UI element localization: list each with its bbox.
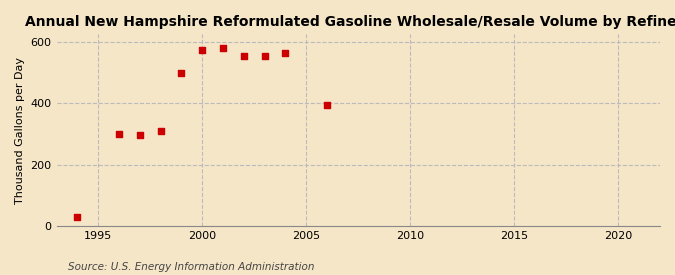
Point: [155, 129, 166, 133]
Point: [217, 46, 228, 50]
Point: [197, 48, 208, 52]
Point: [280, 51, 291, 55]
Point: [72, 214, 83, 219]
Point: [113, 132, 124, 136]
Point: [259, 54, 270, 58]
Point: [238, 54, 249, 58]
Text: Source: U.S. Energy Information Administration: Source: U.S. Energy Information Administ…: [68, 262, 314, 272]
Y-axis label: Thousand Gallons per Day: Thousand Gallons per Day: [15, 57, 25, 204]
Point: [322, 103, 333, 107]
Title: Annual New Hampshire Reformulated Gasoline Wholesale/Resale Volume by Refiners: Annual New Hampshire Reformulated Gasoli…: [25, 15, 675, 29]
Point: [134, 133, 145, 138]
Point: [176, 70, 187, 75]
